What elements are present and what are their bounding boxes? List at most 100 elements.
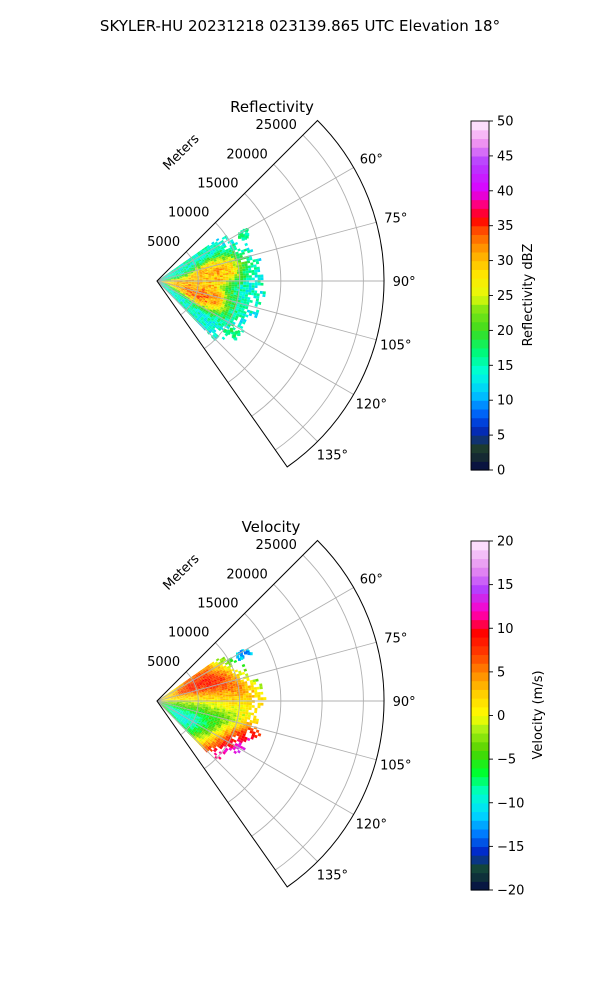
- field-cell: [182, 276, 186, 278]
- field-cell: [203, 666, 208, 670]
- field-cell: [227, 303, 232, 307]
- field-cell: [216, 273, 220, 276]
- field-cell: [211, 695, 215, 698]
- field-cell: [192, 689, 196, 692]
- field-cell: [243, 721, 247, 725]
- field-cell: [191, 725, 195, 728]
- field-cell: [199, 697, 203, 699]
- field-cell: [164, 276, 168, 278]
- field-cell: [197, 677, 201, 680]
- field-cell: [219, 288, 223, 291]
- field-cell: [217, 298, 221, 301]
- field-cell: [251, 687, 255, 691]
- field-cell: [240, 704, 244, 708]
- field-cell: [254, 734, 258, 739]
- field-cell: [199, 737, 204, 741]
- field-cell: [167, 704, 171, 706]
- field-cell: [175, 693, 179, 695]
- field-cell: [188, 701, 192, 703]
- field-cell: [195, 314, 199, 318]
- field-cell: [228, 308, 233, 312]
- field-cell: [212, 266, 216, 269]
- field-cell: [195, 729, 200, 733]
- field-cell: [260, 691, 264, 695]
- field-cell: [182, 277, 186, 279]
- field-cell: [255, 301, 259, 305]
- colorbar-segment: [471, 610, 489, 621]
- field-cell: [230, 241, 235, 245]
- field-cell: [249, 652, 253, 656]
- field-cell: [208, 725, 212, 728]
- field-cell: [214, 738, 218, 742]
- field-cell: [216, 313, 221, 317]
- field-cell: [182, 702, 186, 703]
- field-cell: [228, 316, 232, 321]
- field-cell: [222, 289, 226, 292]
- field-cell: [183, 306, 187, 310]
- field-cell: [170, 285, 173, 287]
- field-cell: [231, 692, 235, 695]
- field-cell: [235, 308, 239, 312]
- field-cell: [172, 706, 176, 708]
- field-cell: [199, 729, 203, 733]
- field-cell: [185, 282, 189, 284]
- field-cell: [208, 716, 213, 719]
- field-cell: [173, 277, 177, 279]
- field-cell: [220, 324, 224, 328]
- field-cell: [212, 333, 216, 338]
- field-cell: [198, 726, 202, 729]
- field-cell: [254, 285, 258, 289]
- field-cell: [165, 702, 168, 704]
- field-cell: [224, 724, 228, 728]
- field-cell: [238, 306, 243, 311]
- field-cell: [204, 326, 208, 330]
- field-cell: [202, 704, 206, 706]
- field-cell: [200, 316, 205, 320]
- field-cell: [241, 263, 245, 267]
- field-cell: [165, 707, 168, 711]
- field-cell: [216, 301, 220, 305]
- field-cell: [254, 282, 258, 286]
- azimuth-tick-label: 90°: [393, 275, 416, 290]
- field-cell: [241, 234, 245, 238]
- colorbar-segment: [471, 164, 489, 174]
- field-cell: [242, 686, 246, 689]
- field-cell: [227, 291, 231, 294]
- field-cell: [204, 741, 208, 745]
- field-cell: [187, 295, 191, 298]
- field-cell: [199, 706, 203, 708]
- field-cell: [164, 283, 168, 285]
- field-cell: [194, 279, 198, 281]
- field-cell: [217, 672, 221, 676]
- field-cell: [213, 244, 217, 248]
- field-cell: [253, 292, 257, 296]
- field-cell: [177, 296, 180, 299]
- field-cell: [228, 662, 232, 666]
- field-cell: [218, 255, 222, 259]
- field-cell: [251, 695, 255, 698]
- field-cell: [212, 325, 216, 330]
- field-cell: [189, 710, 193, 713]
- field-cell: [175, 298, 178, 301]
- field-cell: [199, 309, 203, 313]
- field-cell: [170, 710, 174, 713]
- field-cell: [248, 270, 252, 273]
- field-cell: [217, 311, 222, 315]
- field-cell: [239, 254, 243, 258]
- field-cell: [239, 319, 244, 324]
- field-cell: [180, 296, 184, 300]
- field-cell: [212, 662, 216, 667]
- sector-outline: [156, 539, 385, 888]
- field-cell: [212, 303, 216, 307]
- field-cell: [200, 736, 205, 740]
- field-cell: [170, 283, 174, 285]
- field-cell: [179, 282, 183, 284]
- field-cell: [185, 283, 189, 285]
- velocity-panel: Velocity 60°75°90°105°120°135° 500010000…: [147, 518, 546, 899]
- field-cell: [193, 691, 197, 693]
- field-cell: [179, 301, 183, 305]
- field-cell: [173, 699, 177, 700]
- range-tick-label: 10000: [168, 206, 209, 221]
- field-cell: [170, 703, 174, 705]
